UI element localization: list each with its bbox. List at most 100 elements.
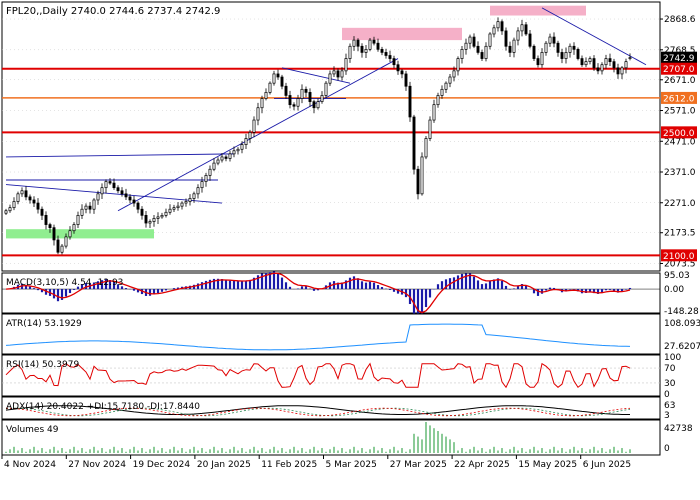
candle-body[interactable] (492, 27, 496, 35)
candle-body[interactable] (176, 205, 180, 209)
candle-body[interactable] (196, 187, 200, 195)
candle-body[interactable] (600, 64, 604, 72)
candle-body[interactable] (488, 33, 492, 47)
candle-body[interactable] (356, 39, 360, 47)
candle-body[interactable] (348, 45, 352, 59)
atr-pane[interactable] (1, 313, 661, 355)
candle-body[interactable] (540, 52, 544, 66)
candle-body[interactable] (548, 36, 552, 44)
candle-body[interactable] (92, 199, 96, 210)
candle-body[interactable] (396, 64, 400, 72)
candle-body[interactable] (268, 82, 272, 93)
candle-body[interactable] (112, 182, 116, 189)
candle-body[interactable] (300, 88, 304, 99)
candle-body[interactable] (440, 88, 444, 96)
volume-pane[interactable] (1, 419, 661, 456)
candle-body[interactable] (84, 205, 88, 210)
candle-body[interactable] (72, 224, 76, 232)
candle-body[interactable] (172, 207, 176, 210)
candle-body[interactable] (48, 224, 52, 229)
candle-body[interactable] (8, 207, 12, 212)
candle-body[interactable] (232, 150, 236, 155)
candle-body[interactable] (444, 82, 448, 90)
candle-body[interactable] (52, 227, 56, 241)
candle-body[interactable] (360, 45, 364, 53)
candle-body[interactable] (20, 190, 24, 195)
candle-body[interactable] (116, 187, 120, 192)
candle-body[interactable] (476, 45, 480, 53)
candle-body[interactable] (160, 215, 164, 218)
candle-body[interactable] (352, 39, 356, 47)
candle-body[interactable] (204, 175, 208, 182)
candle-body[interactable] (560, 52, 564, 59)
candle-body[interactable] (580, 58, 584, 66)
candle-body[interactable] (372, 39, 376, 44)
candle-body[interactable] (280, 76, 284, 87)
candle-body[interactable] (556, 42, 560, 53)
candle-body[interactable] (228, 153, 232, 159)
candle-body[interactable] (80, 208, 84, 216)
candle-body[interactable] (448, 76, 452, 84)
candle-body[interactable] (152, 218, 156, 222)
candle-body[interactable] (32, 199, 36, 204)
candle-body[interactable] (316, 101, 320, 109)
candle-body[interactable] (340, 70, 344, 78)
candle-body[interactable] (248, 131, 252, 139)
candle-body[interactable] (124, 193, 128, 198)
candle-body[interactable] (296, 98, 300, 107)
candle-body[interactable] (180, 202, 184, 207)
candle-body[interactable] (184, 201, 188, 204)
candle-body[interactable] (212, 162, 216, 170)
candle-body[interactable] (208, 168, 212, 176)
candle-body[interactable] (164, 211, 168, 216)
candle-body[interactable] (528, 33, 532, 47)
candle-body[interactable] (468, 36, 472, 44)
candle-body[interactable] (392, 58, 396, 66)
candle-body[interactable] (120, 190, 124, 195)
candle-body[interactable] (140, 208, 144, 216)
candle-body[interactable] (60, 245, 64, 253)
candle-body[interactable] (532, 45, 536, 59)
candle-body[interactable] (584, 61, 588, 66)
candle-body[interactable] (472, 36, 476, 47)
candle-body[interactable] (24, 190, 28, 198)
candle-body[interactable] (292, 104, 296, 107)
macd-pane[interactable] (1, 272, 661, 314)
candle-body[interactable] (524, 24, 528, 35)
candle-body[interactable] (512, 39, 516, 53)
candle-body[interactable] (516, 30, 520, 41)
candle-body[interactable] (4, 210, 8, 214)
candle-body[interactable] (288, 95, 292, 106)
candle-body[interactable] (368, 39, 372, 50)
candle-body[interactable] (432, 104, 436, 121)
candle-body[interactable] (332, 70, 336, 75)
rsi-pane[interactable] (1, 354, 661, 397)
candle-body[interactable] (552, 36, 556, 44)
candle-body[interactable] (276, 73, 280, 78)
candle-body[interactable] (284, 85, 288, 96)
candle-body[interactable] (256, 107, 260, 121)
candle-body[interactable] (452, 70, 456, 78)
candle-body[interactable] (56, 239, 60, 253)
candle-body[interactable] (604, 58, 608, 66)
candle-body[interactable] (216, 159, 220, 164)
candle-body[interactable] (544, 42, 548, 53)
candle-body[interactable] (424, 138, 428, 158)
candle-body[interactable] (404, 73, 408, 87)
candle-body[interactable] (628, 57, 632, 59)
candle-body[interactable] (520, 24, 524, 32)
candle-body[interactable] (108, 181, 112, 184)
candle-body[interactable] (312, 101, 316, 109)
candle-body[interactable] (188, 198, 192, 202)
candle-body[interactable] (364, 48, 368, 53)
candle-body[interactable] (612, 61, 616, 69)
candle-body[interactable] (464, 42, 468, 50)
candle-body[interactable] (388, 55, 392, 59)
candle-body[interactable] (428, 119, 432, 139)
candle-body[interactable] (344, 58, 348, 72)
candle-body[interactable] (136, 202, 140, 210)
candle-body[interactable] (592, 58, 596, 69)
candle-body[interactable] (400, 70, 404, 75)
candle-body[interactable] (384, 52, 388, 56)
